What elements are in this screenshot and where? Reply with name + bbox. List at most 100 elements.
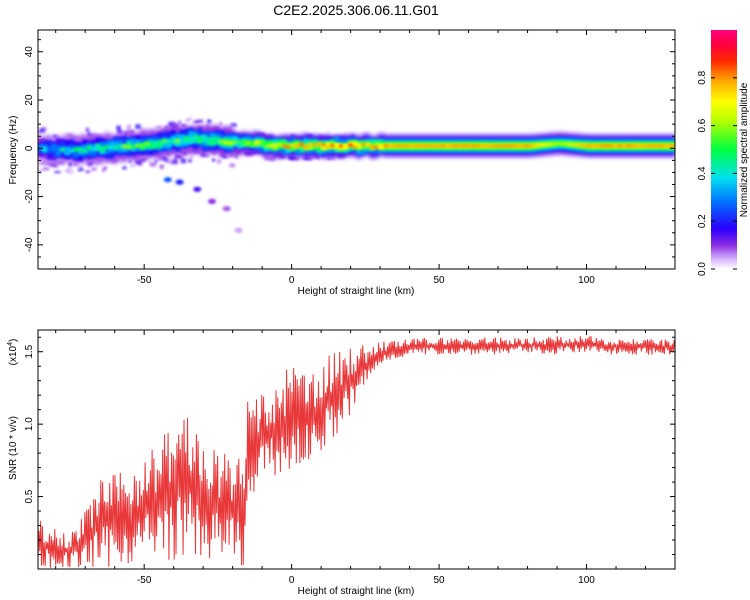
ridge-cell	[400, 144, 406, 148]
snr-frame	[37, 329, 676, 570]
ridge-cell	[316, 142, 322, 146]
ridge-cell	[666, 144, 672, 148]
ridge-cell	[321, 143, 327, 147]
ridge-cell	[153, 141, 159, 149]
ridge-cell	[489, 144, 495, 148]
colorbar-tick-label: 0.0	[697, 262, 708, 276]
ridge-cell	[42, 147, 48, 152]
speckle-cell	[104, 166, 107, 170]
speckle-cell	[126, 125, 131, 130]
snr-y-multiplier: (x104)	[7, 339, 19, 366]
ridge-cell	[458, 144, 464, 148]
ridge-cell	[334, 143, 340, 150]
figure-title: C2E2.2025.306.06.11.G01	[273, 2, 439, 18]
speckle-cell	[77, 168, 84, 172]
ridge-cell	[241, 140, 247, 143]
ridge-cell	[237, 140, 243, 143]
ridge-cell	[515, 144, 521, 148]
speckle-cell	[232, 152, 236, 157]
speckle-cell	[180, 158, 186, 164]
ridge-cell	[396, 144, 402, 148]
ridge-cell	[652, 144, 659, 148]
ridge-cell	[117, 144, 123, 149]
speckle-cell	[178, 120, 182, 124]
y-tick-label: 20	[24, 94, 35, 106]
branch-blob	[193, 186, 202, 192]
speckle-cell	[165, 157, 173, 161]
speckle-cell	[129, 129, 135, 135]
ridge-cell	[555, 142, 561, 145]
speckle-cell	[188, 117, 193, 121]
ridge-cell	[374, 142, 380, 148]
speckle-cell	[67, 167, 72, 171]
speckle-cell	[196, 119, 204, 123]
ridge-cell	[321, 144, 327, 151]
svg-text:(x104): (x104)	[7, 339, 19, 366]
x-tick-label: -50	[137, 275, 152, 286]
speckle-cell	[300, 155, 306, 160]
speckle-cell	[149, 162, 157, 167]
ridge-cell	[630, 144, 636, 148]
speckle-cell	[190, 155, 193, 159]
ridge-cell	[639, 144, 645, 148]
y-tick-label: 1.0	[24, 417, 35, 431]
colorbar-gradient	[711, 30, 737, 269]
speckle-cell	[85, 127, 90, 132]
spectrogram-secondary-branch	[163, 177, 243, 233]
ridge-cell	[670, 144, 675, 148]
ridge-cell	[360, 142, 367, 146]
speckle-cell	[222, 155, 228, 159]
speckle-cell	[294, 156, 300, 161]
speckle-cell	[204, 154, 210, 157]
ridge-cell	[60, 147, 66, 152]
ridge-cell	[356, 143, 362, 147]
spectrogram-y-axis: -40 -20 0 20 40	[24, 39, 675, 270]
ridge-cell	[338, 144, 344, 148]
speckle-cell	[77, 165, 82, 169]
ridge-cell	[64, 148, 70, 153]
snr-y-label: SNR (10 * v/v)	[8, 416, 19, 480]
speckle-cell	[156, 125, 162, 129]
ridge-cell	[626, 144, 632, 148]
ridge-cell	[122, 144, 128, 149]
ridge-cell	[130, 144, 137, 149]
speckle-cell	[307, 134, 314, 138]
ridge-cell	[276, 143, 283, 146]
speckle-cell	[135, 124, 141, 129]
ridge-cell	[480, 144, 486, 148]
speckle-cell	[128, 159, 132, 163]
ridge-cell	[312, 143, 318, 150]
speckle-cell	[102, 167, 105, 173]
colorbar-label: Normalized spectral amplitude	[739, 82, 750, 217]
spectrogram-heatmap	[38, 117, 675, 233]
speckle-cell	[219, 121, 222, 126]
y-tick-label: 40	[24, 46, 35, 58]
ridge-cell	[449, 144, 455, 148]
speckle-cell	[280, 155, 286, 159]
speckle-cell	[185, 119, 190, 122]
ridge-cell	[352, 145, 358, 149]
speckle-cell	[154, 159, 158, 163]
ridge-cell	[170, 139, 176, 144]
ridge-cell	[462, 144, 468, 148]
speckle-cell	[246, 131, 249, 135]
ridge-cell	[166, 139, 172, 144]
ridge-cell	[263, 140, 269, 147]
speckle-cell	[68, 162, 72, 165]
ridge-cell	[108, 145, 114, 150]
speckle-cell	[46, 134, 51, 138]
ridge-cell	[179, 139, 185, 143]
ridge-cell	[307, 144, 313, 151]
ridge-cell	[250, 143, 256, 147]
ridge-cell	[259, 141, 265, 145]
ridge-cell	[86, 145, 92, 150]
ridge-cell	[197, 138, 203, 143]
y-tick-label: -20	[24, 189, 35, 204]
speckle-cell	[174, 157, 177, 162]
snr-multiplier-exponent: 4	[7, 342, 14, 346]
speckle-cell	[160, 156, 167, 160]
ridge-cell	[360, 143, 367, 150]
ridge-cell	[148, 143, 154, 148]
ridge-cell	[175, 139, 181, 143]
